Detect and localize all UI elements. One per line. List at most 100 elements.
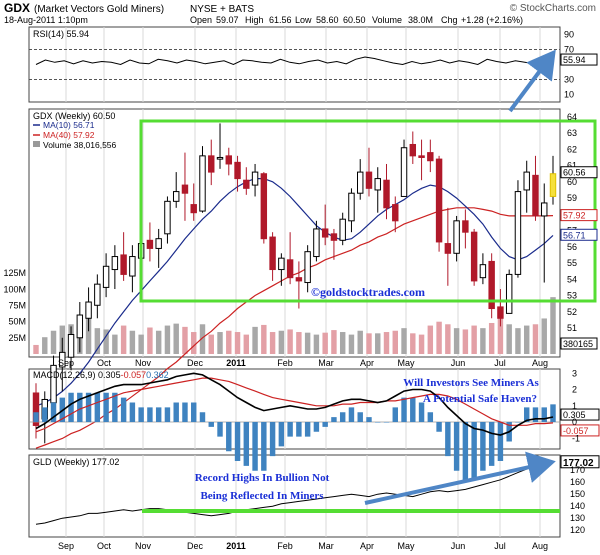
macd-histogram-bar [357, 412, 363, 422]
gld-annotation-line2: Being Reflected In Miners [200, 490, 324, 502]
macd-histogram-bar [497, 422, 504, 461]
rsi-tick-0: 90 [564, 30, 574, 40]
macd-signal-line [35, 377, 554, 433]
candle-body [85, 301, 92, 319]
candle-body [32, 392, 40, 426]
price-tick-0: 64 [567, 112, 577, 122]
x-label-gld-10: Jul [494, 541, 506, 551]
rsi-arrow [508, 49, 556, 113]
x-label-main-7: Apr [360, 358, 374, 368]
candle-body [216, 156, 224, 160]
volume-bar [261, 324, 267, 354]
candle-body [400, 147, 408, 197]
volume-bar [173, 323, 179, 354]
volume-bar [322, 332, 328, 354]
price-last-tag-box-1 [560, 209, 598, 222]
price-tick-3: 61 [567, 161, 577, 171]
macd-histogram-bar [550, 404, 556, 422]
volume-bar [208, 334, 214, 354]
gld-tick-1: 160 [570, 477, 585, 487]
gld-last-tag-box [560, 455, 600, 469]
macd-histogram-bar [471, 422, 477, 481]
macd-last-tag-0: 0.305 [563, 410, 586, 420]
macd-histogram-bar [278, 422, 285, 447]
axis-labels: Sep Oct Nov Dec 2011 Feb Mar Apr May Jun Jul Aug Sep… [3, 30, 598, 551]
quote-last: 60.50 [343, 15, 366, 25]
ma10-layer [35, 178, 554, 407]
candle-body [479, 264, 487, 279]
quote-date: 18-Aug-2011 1:10pm [4, 15, 88, 25]
macd-histogram-bar [208, 422, 214, 427]
macd-histogram-bar [480, 422, 486, 471]
volume-bar [85, 318, 92, 354]
macd-tick-4: -1 [572, 433, 580, 443]
volume-bar [296, 332, 302, 354]
macd-histogram-bar [462, 422, 469, 481]
volume-bar [147, 327, 153, 354]
volume-bar [453, 328, 460, 354]
macd-histogram-bar [436, 422, 442, 432]
macd-tick-1: 2 [572, 385, 577, 395]
candle-body [146, 239, 154, 249]
x-label-main-10: Jul [494, 358, 506, 368]
macd-histogram-bar [138, 407, 144, 422]
x-label-gld-8: May [397, 541, 415, 551]
candle-body [102, 265, 110, 288]
gld-last-tag: 177.02 [563, 458, 594, 469]
macd-histogram-bar [252, 422, 258, 471]
rsi-layer [29, 49, 598, 80]
candle-body [313, 228, 320, 258]
candle-body [330, 233, 338, 241]
x-label-gld-7: Apr [360, 541, 374, 551]
volume-bar [348, 334, 355, 354]
price-tick-2: 62 [567, 144, 577, 154]
price-tick-9: 55 [567, 258, 577, 268]
symbol-name: (Market Vectors Gold Miners) [34, 4, 164, 15]
macd-histogram-bar [348, 407, 355, 422]
volume-tick-3: 50M [8, 317, 26, 327]
macd-histogram-bar [488, 422, 495, 466]
macd-histogram-bar [383, 422, 390, 423]
x-label-main-4: 2011 [226, 358, 246, 368]
price-tick-10: 54 [567, 274, 577, 284]
macd-histogram-bar [366, 417, 372, 422]
candle-body [59, 351, 66, 368]
macd-histogram-bar [94, 392, 101, 422]
x-label-main-3: Dec [187, 358, 204, 368]
candle-body [409, 143, 417, 157]
volume-bar [164, 325, 171, 354]
candle-body [234, 161, 241, 180]
candle-body [541, 202, 548, 217]
candle-body [129, 256, 136, 277]
candle-body [365, 171, 373, 189]
quote-chg: +1.28 (+2.16%) [461, 15, 523, 25]
volume-bar [129, 330, 136, 354]
legend-label-0: MA(10) 56.71 [43, 120, 95, 130]
rsi-last-tag: 55.94 [563, 55, 586, 65]
rsi-panel [28, 26, 561, 103]
candle-body [243, 179, 250, 189]
macd-histogram-bar [313, 422, 320, 432]
x-label-main-6: Mar [318, 358, 334, 368]
volume-bar [287, 329, 293, 354]
price-title: GDX (Weekly) 60.50 [33, 111, 115, 121]
macd-tick-0: 3 [572, 368, 577, 378]
volume-bar [42, 337, 48, 354]
candle-body [278, 257, 285, 271]
price-tick-13: 51 [567, 323, 577, 333]
gld-line [35, 461, 553, 525]
legend-label-2: Volume 38,016,556 [43, 140, 117, 150]
volume-bar [269, 332, 276, 354]
volume-bar [488, 322, 495, 354]
candle-body [357, 171, 364, 194]
price-tick-1: 63 [567, 128, 577, 138]
volume-bar [383, 332, 390, 354]
x-label-gld-5: Feb [277, 541, 293, 551]
candle-body [251, 171, 259, 186]
macd-histogram-bar [42, 407, 48, 422]
macd-annotation-line1: Will Investors See Miners As [403, 377, 539, 389]
quote-chg-label: Chg [441, 15, 458, 25]
macd-histogram-bar [199, 412, 206, 422]
volume-bar [103, 329, 109, 354]
